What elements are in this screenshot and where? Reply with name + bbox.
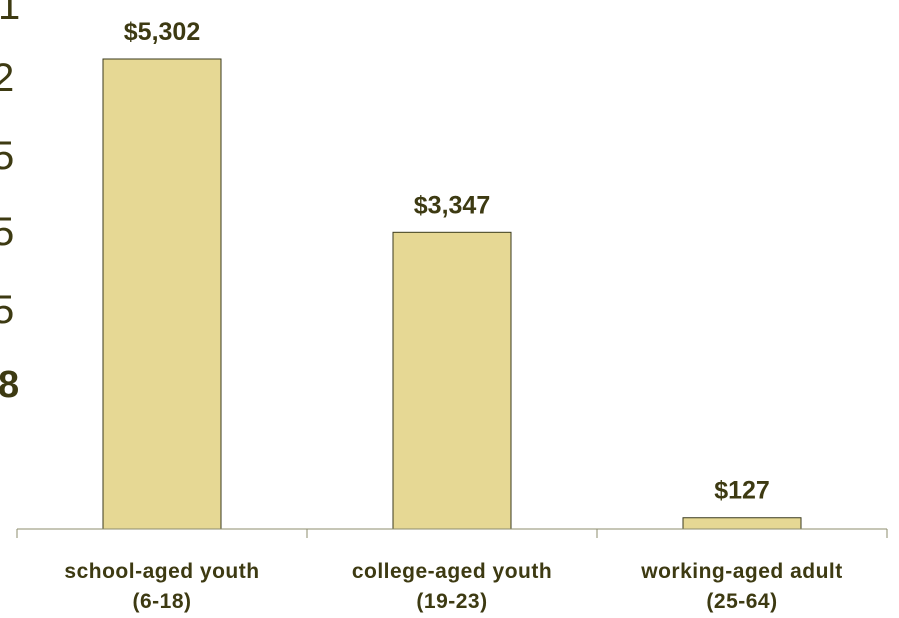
category-label: (25-64) [706, 590, 777, 613]
bar [392, 231, 512, 530]
bar-value-label: $5,302 [124, 18, 200, 46]
category-label: working-aged adult [640, 560, 843, 583]
left-edge-fragment: 1 [0, 0, 21, 28]
left-edge-fragment: 5 [0, 210, 15, 254]
x-axis-ticks [16, 529, 888, 538]
bar-value-label: $3,347 [414, 191, 490, 219]
bar [102, 58, 222, 530]
left-edge-fragment: 8 [0, 364, 20, 406]
left-edge-fragment: 2 [0, 56, 15, 100]
category-label: (6-18) [132, 590, 191, 613]
category-label: (19-23) [416, 590, 487, 613]
bar-value-label: $127 [714, 477, 770, 505]
left-edge-fragment: 5 [0, 288, 15, 332]
category-label: college-aged youth [352, 560, 552, 583]
bars-group [102, 58, 802, 530]
left-edge-fragment: 5 [0, 134, 15, 178]
category-label: school-aged youth [64, 560, 259, 583]
bar [682, 517, 802, 530]
category-labels-group: school-aged youth (6-18) college-aged yout… [64, 560, 842, 613]
data-labels-group: $5,302 $3,347 $127 [124, 18, 770, 505]
